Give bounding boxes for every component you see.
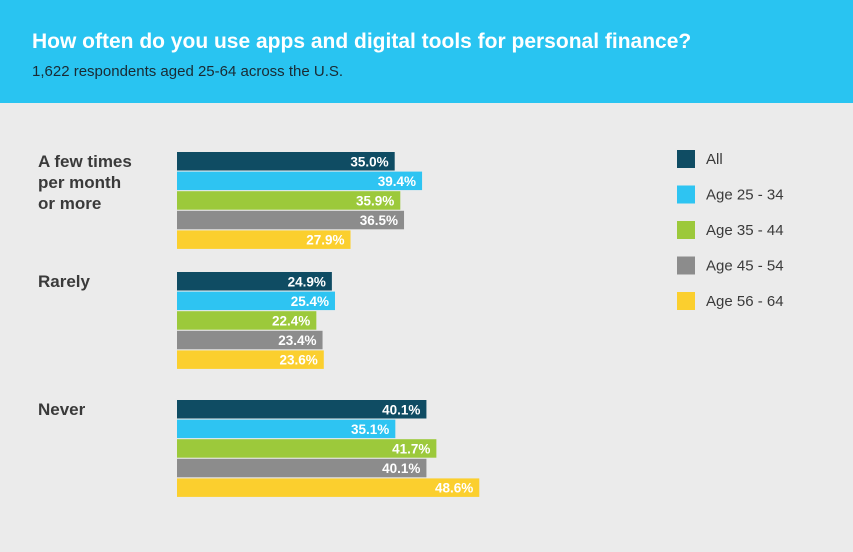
- legend-swatch: [677, 221, 695, 239]
- bar-value-label: 27.9%: [306, 233, 344, 248]
- bar: [177, 419, 396, 439]
- bar: [177, 311, 317, 330]
- bar: [177, 458, 427, 478]
- bar: [177, 439, 437, 458]
- bar-value-label: 23.4%: [278, 333, 316, 348]
- category-label: Rarely: [38, 272, 91, 291]
- bar-value-label: 40.1%: [382, 402, 420, 417]
- legend-label: All: [706, 151, 723, 168]
- legend-label: Age 56 - 64: [706, 293, 784, 310]
- bar: [177, 330, 323, 350]
- legend-label: Age 45 - 54: [706, 258, 784, 275]
- bar: [177, 272, 332, 291]
- bar-value-label: 25.4%: [291, 294, 329, 309]
- category-label: A few times per month or more: [38, 152, 132, 213]
- bar: [177, 210, 405, 230]
- bar-value-label: 36.5%: [360, 213, 398, 228]
- legend-swatch: [677, 256, 695, 275]
- chart-title: How often do you use apps and digital to…: [32, 30, 692, 53]
- bar: [177, 400, 427, 419]
- bar-value-label: 23.6%: [280, 353, 318, 368]
- legend-swatch: [677, 150, 695, 168]
- bar: [177, 230, 351, 249]
- chart-subtitle: 1,622 respondents aged 25-64 across the …: [32, 63, 344, 80]
- bar: [177, 350, 324, 369]
- bar: [177, 171, 423, 191]
- bar-value-label: 48.6%: [435, 481, 473, 496]
- category-label: Never: [38, 400, 86, 419]
- bar: [177, 478, 480, 497]
- legend-label: Age 35 - 44: [706, 222, 784, 239]
- bar: [177, 191, 401, 210]
- bar-value-label: 39.4%: [378, 174, 416, 189]
- bar-value-label: 22.4%: [272, 313, 310, 328]
- bar-value-label: 35.1%: [351, 422, 389, 437]
- bar-value-label: 24.9%: [288, 274, 326, 289]
- bar-value-label: 35.9%: [356, 193, 394, 208]
- bar-value-label: 40.1%: [382, 461, 420, 476]
- bar: [177, 291, 335, 311]
- bar-value-label: 35.0%: [350, 154, 388, 169]
- legend-swatch: [677, 185, 695, 204]
- legend-label: Age 25 - 34: [706, 187, 784, 204]
- bar: [177, 152, 395, 171]
- legend-swatch: [677, 292, 695, 310]
- header-banner: How often do you use apps and digital to…: [0, 0, 853, 103]
- bar-value-label: 41.7%: [392, 441, 430, 456]
